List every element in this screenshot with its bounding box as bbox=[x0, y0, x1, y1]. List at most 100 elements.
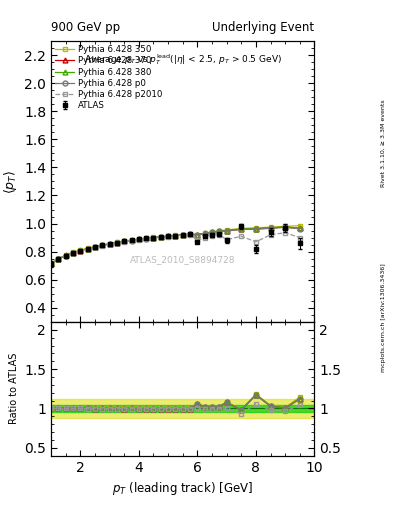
Pythia 6.428 p2010 bbox=[115, 240, 119, 246]
Pythia 6.428 370 bbox=[129, 238, 134, 244]
Pythia 6.428 350 bbox=[253, 225, 258, 231]
Pythia 6.428 p0 bbox=[49, 261, 53, 267]
Pythia 6.428 p2010 bbox=[144, 236, 149, 242]
Pythia 6.428 380 bbox=[224, 227, 229, 233]
Pythia 6.428 380 bbox=[188, 231, 193, 237]
Pythia 6.428 p2010 bbox=[49, 261, 53, 267]
Pythia 6.428 350 bbox=[283, 223, 288, 229]
Pythia 6.428 350 bbox=[129, 237, 134, 243]
Pythia 6.428 380 bbox=[71, 249, 75, 255]
Pythia 6.428 380 bbox=[85, 245, 90, 251]
Pythia 6.428 350 bbox=[78, 247, 83, 253]
Pythia 6.428 350 bbox=[195, 231, 200, 238]
Y-axis label: Ratio to ATLAS: Ratio to ATLAS bbox=[9, 353, 19, 424]
Pythia 6.428 370 bbox=[107, 241, 112, 247]
Pythia 6.428 370 bbox=[78, 247, 83, 253]
Pythia 6.428 p0 bbox=[71, 250, 75, 256]
Pythia 6.428 p0 bbox=[100, 242, 105, 248]
Pythia 6.428 350 bbox=[224, 227, 229, 233]
Pythia 6.428 370 bbox=[56, 256, 61, 262]
Pythia 6.428 380 bbox=[144, 235, 149, 241]
Pythia 6.428 350 bbox=[217, 228, 222, 234]
Pythia 6.428 350 bbox=[144, 235, 149, 241]
Pythia 6.428 p2010 bbox=[188, 231, 193, 238]
Pythia 6.428 380 bbox=[166, 233, 171, 239]
Line: Pythia 6.428 370: Pythia 6.428 370 bbox=[49, 225, 302, 266]
Pythia 6.428 p2010 bbox=[107, 241, 112, 247]
Pythia 6.428 370 bbox=[63, 252, 68, 259]
Pythia 6.428 p0 bbox=[180, 232, 185, 238]
Pythia 6.428 380 bbox=[56, 256, 61, 262]
Pythia 6.428 p0 bbox=[268, 225, 273, 231]
Pythia 6.428 p0 bbox=[151, 235, 156, 241]
Pythia 6.428 p2010 bbox=[93, 244, 97, 250]
Pythia 6.428 370 bbox=[253, 226, 258, 232]
Pythia 6.428 380 bbox=[151, 234, 156, 241]
Pythia 6.428 380 bbox=[268, 225, 273, 231]
Text: mcplots.cern.ch [arXiv:1306.3436]: mcplots.cern.ch [arXiv:1306.3436] bbox=[381, 263, 386, 372]
Pythia 6.428 p2010 bbox=[224, 237, 229, 243]
Pythia 6.428 380 bbox=[158, 234, 163, 240]
Pythia 6.428 370 bbox=[85, 246, 90, 252]
Pythia 6.428 p0 bbox=[56, 256, 61, 262]
Pythia 6.428 p2010 bbox=[173, 233, 178, 239]
Pythia 6.428 370 bbox=[136, 236, 141, 242]
Pythia 6.428 p2010 bbox=[283, 229, 288, 236]
Pythia 6.428 350 bbox=[136, 236, 141, 242]
Text: Rivet 3.1.10, ≥ 3.3M events: Rivet 3.1.10, ≥ 3.3M events bbox=[381, 99, 386, 187]
Pythia 6.428 370 bbox=[180, 232, 185, 238]
Pythia 6.428 p0 bbox=[166, 233, 171, 240]
Pythia 6.428 p0 bbox=[195, 232, 200, 238]
Pythia 6.428 370 bbox=[209, 229, 214, 236]
Pythia 6.428 370 bbox=[100, 242, 105, 248]
Pythia 6.428 p2010 bbox=[78, 248, 83, 254]
Pythia 6.428 380 bbox=[122, 238, 127, 244]
Pythia 6.428 370 bbox=[93, 244, 97, 250]
Pythia 6.428 p0 bbox=[202, 230, 207, 237]
Pythia 6.428 370 bbox=[268, 225, 273, 231]
X-axis label: $p_T$ (leading track) [GeV]: $p_T$ (leading track) [GeV] bbox=[112, 480, 253, 497]
Pythia 6.428 380 bbox=[173, 232, 178, 239]
Pythia 6.428 370 bbox=[188, 231, 193, 238]
Pythia 6.428 380 bbox=[107, 241, 112, 247]
Pythia 6.428 380 bbox=[63, 252, 68, 259]
Pythia 6.428 380 bbox=[298, 225, 302, 231]
Pythia 6.428 350 bbox=[166, 233, 171, 239]
Text: ATLAS_2010_S8894728: ATLAS_2010_S8894728 bbox=[130, 255, 235, 265]
Pythia 6.428 p2010 bbox=[180, 232, 185, 238]
Pythia 6.428 350 bbox=[100, 242, 105, 248]
Pythia 6.428 p0 bbox=[93, 244, 97, 250]
Pythia 6.428 p2010 bbox=[136, 237, 141, 243]
Pythia 6.428 350 bbox=[115, 239, 119, 245]
Pythia 6.428 380 bbox=[78, 247, 83, 253]
Pythia 6.428 380 bbox=[93, 244, 97, 250]
Pythia 6.428 350 bbox=[85, 245, 90, 251]
Line: Pythia 6.428 p2010: Pythia 6.428 p2010 bbox=[49, 230, 302, 267]
Pythia 6.428 370 bbox=[173, 232, 178, 239]
Pythia 6.428 350 bbox=[173, 232, 178, 239]
Pythia 6.428 370 bbox=[298, 225, 302, 231]
Pythia 6.428 p2010 bbox=[71, 250, 75, 256]
Pythia 6.428 370 bbox=[239, 226, 244, 232]
Pythia 6.428 p0 bbox=[209, 229, 214, 236]
Pythia 6.428 370 bbox=[217, 228, 222, 234]
Pythia 6.428 p2010 bbox=[195, 238, 200, 244]
Pythia 6.428 350 bbox=[268, 224, 273, 230]
Pythia 6.428 380 bbox=[217, 228, 222, 234]
Pythia 6.428 p0 bbox=[122, 239, 127, 245]
Pythia 6.428 p2010 bbox=[151, 235, 156, 241]
Pythia 6.428 p0 bbox=[85, 246, 90, 252]
Pythia 6.428 p2010 bbox=[253, 239, 258, 245]
Pythia 6.428 p2010 bbox=[158, 234, 163, 241]
Line: Pythia 6.428 350: Pythia 6.428 350 bbox=[49, 223, 302, 266]
Pythia 6.428 p0 bbox=[239, 226, 244, 232]
Pythia 6.428 380 bbox=[239, 226, 244, 232]
Pythia 6.428 p2010 bbox=[209, 232, 214, 239]
Pythia 6.428 370 bbox=[283, 224, 288, 230]
Pythia 6.428 p0 bbox=[144, 236, 149, 242]
Pythia 6.428 380 bbox=[136, 236, 141, 242]
Pythia 6.428 p0 bbox=[173, 233, 178, 239]
Pythia 6.428 380 bbox=[49, 261, 53, 267]
Pythia 6.428 370 bbox=[151, 234, 156, 241]
Pythia 6.428 350 bbox=[202, 230, 207, 236]
